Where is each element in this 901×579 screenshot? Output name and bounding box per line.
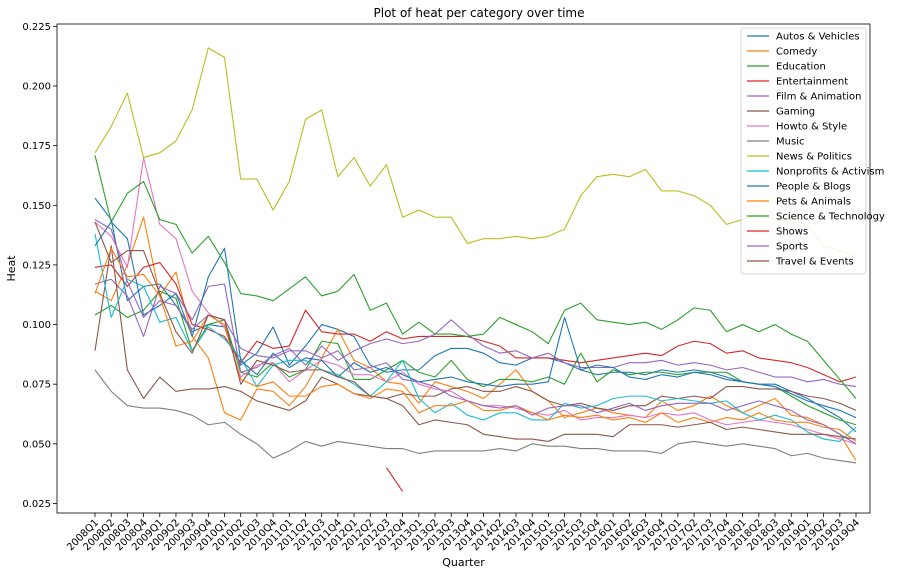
legend-entry-label: Howto & Style (776, 122, 847, 133)
legend-entry-label: Shows (776, 227, 808, 238)
legend-entry-label: Entertainment (776, 77, 848, 88)
y-tick-label: 0.225 (22, 22, 51, 33)
series-layer (94, 47, 857, 492)
plot-area-frame (56, 23, 871, 514)
legend-entry-label: Autos & Vehicles (776, 32, 860, 43)
y-tick-label: 0.200 (22, 82, 51, 93)
y-axis: 0.025 0.050 0.075 0.100 0.125 0.150 0.175 0.200… (22, 22, 57, 510)
y-tick-label: 0.050 (22, 439, 51, 450)
series-line-0 (94, 197, 857, 433)
series-line-4 (94, 278, 857, 388)
legend-entry-label: News & Politics (776, 152, 852, 163)
series-line-8 (94, 47, 857, 256)
legend-box (740, 27, 867, 275)
legend-entry-label: Education (776, 62, 826, 73)
series-line-12 (94, 155, 857, 399)
series-line-10 (94, 221, 857, 419)
y-tick-label: 0.100 (22, 320, 51, 331)
legend-entry-label: Sports (776, 242, 808, 253)
series-line-15 (94, 221, 857, 442)
series-line-1 (94, 216, 857, 461)
legend-entry-label: Comedy (776, 47, 817, 58)
legend-entry-label: Pets & Animals (776, 197, 851, 208)
legend-entry-label: Music (776, 137, 804, 148)
y-tick-label: 0.125 (22, 260, 51, 271)
legend-entry-label: Nonprofits & Activism (776, 167, 884, 178)
y-tick-label: 0.025 (22, 499, 51, 510)
series-line-3 (94, 261, 857, 383)
y-tick-label: 0.075 (22, 380, 51, 391)
y-tick-label: 0.150 (22, 201, 51, 212)
series-line-9 (94, 233, 857, 442)
series-line-11 (94, 247, 857, 442)
x-axis-title: Quarter (442, 556, 485, 569)
y-axis-title: Heat (5, 255, 18, 282)
legend-entry-label: Gaming (776, 107, 815, 118)
chart-title: Plot of heat per category over time (374, 6, 585, 20)
series-line-13 (385, 467, 404, 492)
legend-entry-label: People & Blogs (776, 182, 851, 193)
legend-entry-label: Travel & Events (775, 257, 854, 268)
series-line-5 (94, 245, 857, 411)
legend: Autos & Vehicles Comedy Education Entertain… (740, 27, 885, 275)
series-line-7 (94, 369, 857, 464)
y-tick-label: 0.175 (22, 141, 51, 152)
legend-entry-label: Film & Animation (776, 92, 861, 103)
legend-entry-label: Science & Technology (776, 212, 885, 223)
